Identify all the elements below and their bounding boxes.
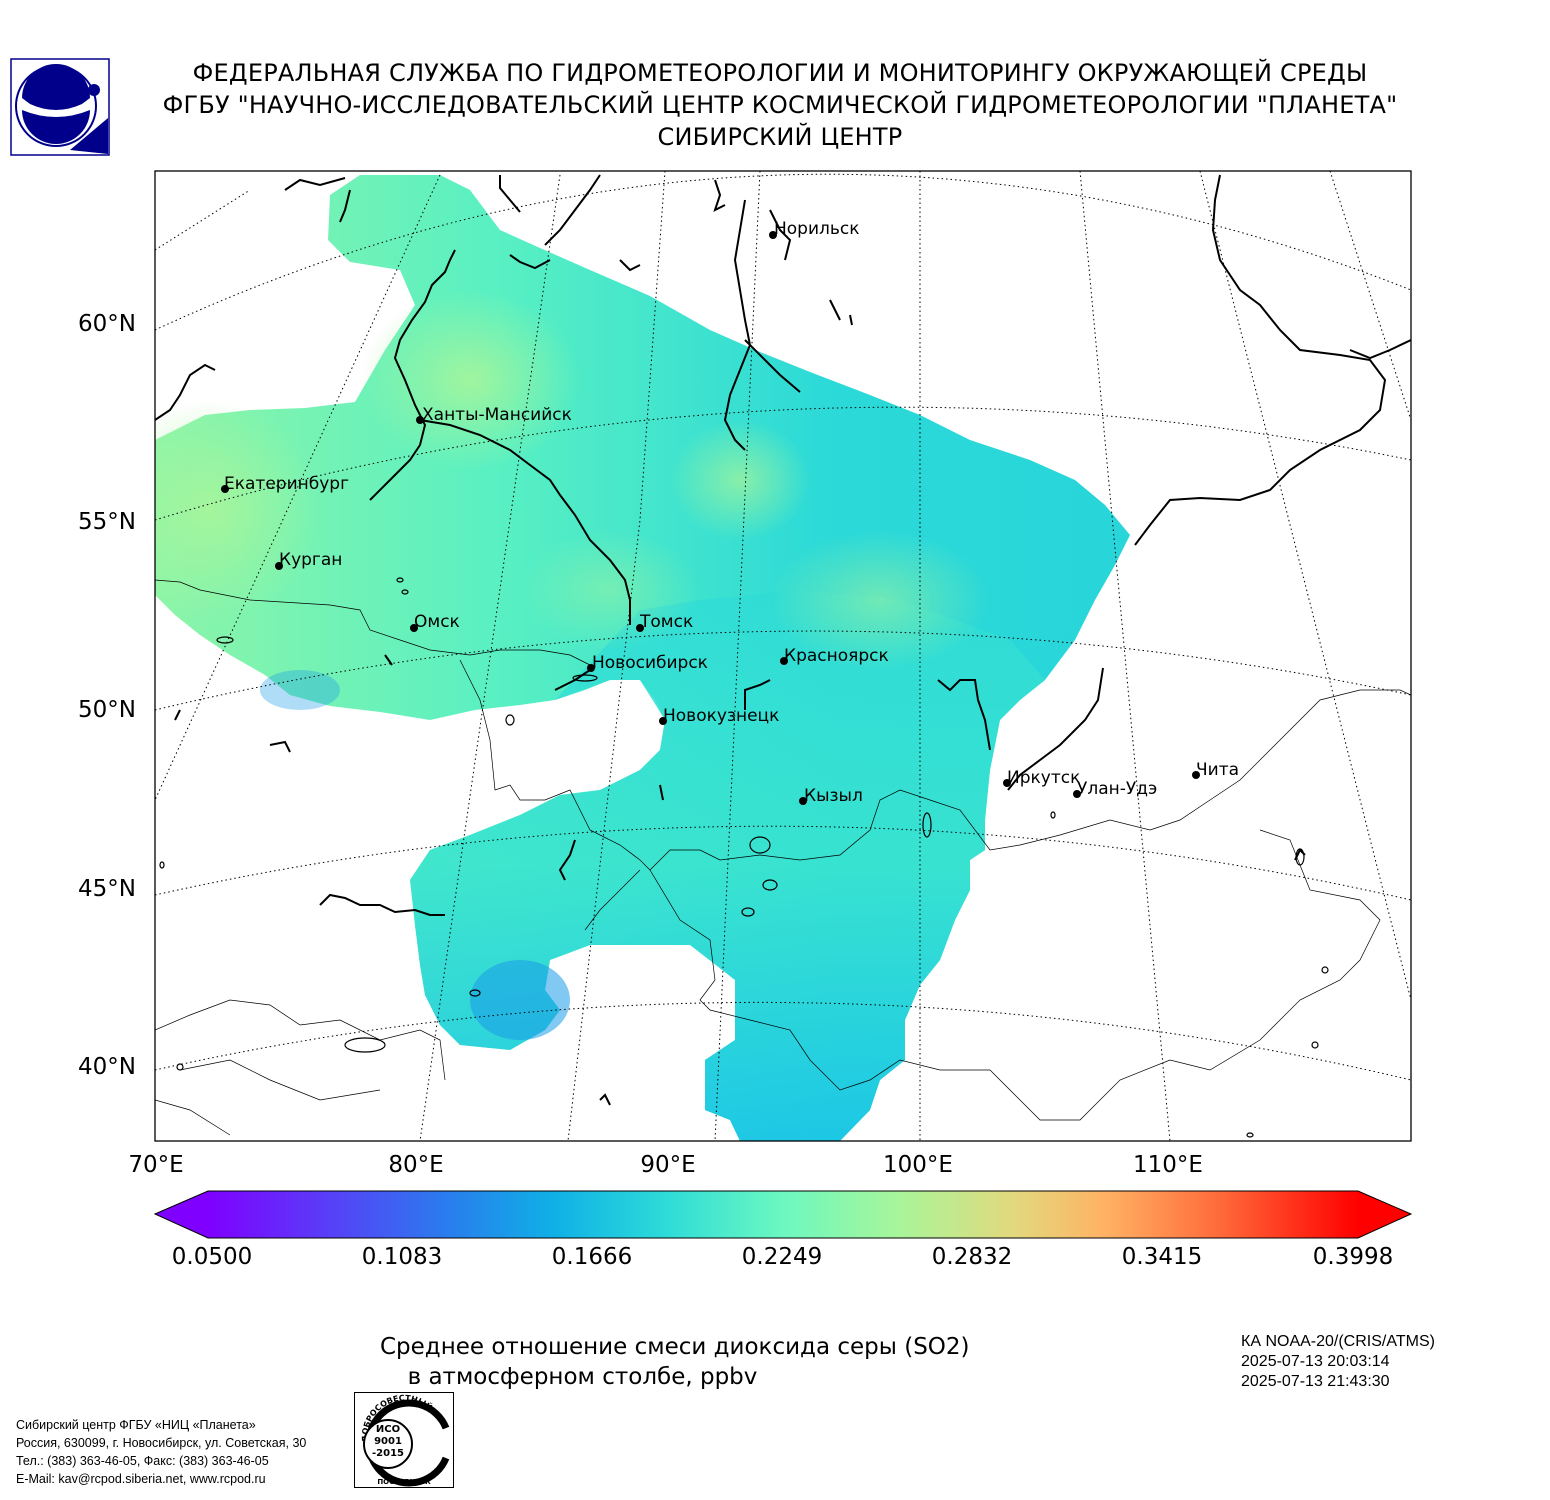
svg-text:Новосибирск: Новосибирск: [592, 653, 708, 673]
lat-label-55: 55°N: [78, 509, 136, 535]
city-novosibirsk: Новосибирск: [587, 653, 708, 673]
svg-text:Курган: Курган: [279, 550, 342, 570]
satellite-info: КА NOAA-20/(CRIS/ATMS) 2025-07-13 20:03:…: [1241, 1332, 1435, 1392]
satellite-name: КА NOAA-20/(CRIS/ATMS): [1241, 1333, 1435, 1350]
city-yekaterinburg: Екатеринбург: [221, 474, 349, 494]
satellite-time-start: 2025-07-13 20:03:14: [1241, 1353, 1390, 1370]
colorbar-tick-3: 0.2249: [741, 1244, 823, 1270]
city-ulan-ude: Улан-Удэ: [1073, 779, 1157, 799]
footer-contacts: Сибирский центр ФГБУ «НИЦ «Планета» Росс…: [16, 1416, 306, 1488]
city-novokuznetsk: Новокузнецк: [659, 706, 779, 726]
so2-field: [155, 175, 1130, 1141]
lon-label-100: 100°E: [883, 1152, 953, 1178]
footer-address: Россия, 630099, г. Новосибирск, ул. Сове…: [16, 1436, 307, 1450]
colorbar-outline: [153, 1190, 1413, 1239]
footer-email: E-Mail: kav@rcpod.siberia.net, www.rcpod…: [16, 1472, 266, 1486]
iso-text-1: ИСО: [376, 1424, 400, 1435]
lat-label-45: 45°N: [78, 876, 136, 902]
colorbar-tick-5: 0.3415: [1121, 1244, 1203, 1270]
svg-text:Екатеринбург: Екатеринбург: [224, 474, 349, 494]
colorbar: [153, 1190, 1413, 1239]
svg-text:Кызыл: Кызыл: [804, 786, 863, 806]
svg-text:Омск: Омск: [414, 612, 460, 632]
coastlines-rivers: [155, 174, 1411, 1106]
map-caption: Среднее отношение смеси диоксида серы (S…: [380, 1332, 970, 1392]
small-lakes: [159, 577, 1329, 1138]
svg-text:Чита: Чита: [1196, 760, 1239, 780]
lon-label-70: 70°E: [128, 1152, 184, 1178]
header-line-3: СИБИРСКИЙ ЦЕНТР: [657, 123, 903, 151]
svg-text:Ханты-Мансийск: Ханты-Мансийск: [422, 405, 572, 425]
city-markers: Норильск Ханты-Мансийск Екатеринбург Кур…: [221, 219, 1239, 806]
header-line-1: ФЕДЕРАЛЬНАЯ СЛУЖБА ПО ГИДРОМЕТЕОРОЛОГИИ …: [192, 59, 1368, 87]
iso-text-3: -2015: [372, 1448, 404, 1459]
colorbar-tick-2: 0.1666: [551, 1244, 633, 1270]
lon-label-80: 80°E: [388, 1152, 444, 1178]
page-header: ФЕДЕРАЛЬНАЯ СЛУЖБА ПО ГИДРОМЕТЕОРОЛОГИИ …: [120, 57, 1440, 153]
city-khanty-mansiysk: Ханты-Мансийск: [416, 405, 572, 425]
colorbar-tick-1: 0.1083: [361, 1244, 443, 1270]
caption-line-1: Среднее отношение смеси диоксида серы (S…: [380, 1334, 970, 1360]
iso-text-2: 9001: [374, 1436, 402, 1447]
svg-text:Иркутск: Иркутск: [1007, 768, 1080, 788]
svg-text:Улан-Удэ: Улан-Удэ: [1077, 779, 1157, 799]
colorbar-tick-0: 0.0500: [171, 1244, 253, 1270]
colorbar-gradient: [208, 1191, 1358, 1238]
graticule: [155, 171, 1411, 1141]
lat-label-60: 60°N: [78, 311, 136, 337]
colorbar-tick-6: 0.3998: [1312, 1244, 1394, 1270]
map-frame: [154, 170, 1412, 1142]
svg-text:Томск: Томск: [639, 612, 693, 632]
satellite-time-end: 2025-07-13 21:43:30: [1241, 1373, 1390, 1390]
city-irkutsk: Иркутск: [1003, 768, 1080, 788]
map-area: Норильск Ханты-Мансийск Екатеринбург Кур…: [155, 171, 1411, 1141]
footer-phone: Тел.: (383) 363-46-05, Факс: (383) 363-4…: [16, 1454, 269, 1468]
city-kurgan: Курган: [275, 550, 342, 570]
country-borders: [155, 579, 1411, 1136]
colorbar-min-extension: [155, 1191, 208, 1238]
lat-label-50: 50°N: [78, 697, 136, 723]
lon-label-110: 110°E: [1133, 1152, 1203, 1178]
caption-line-2: в атмосферном столбе, ppbv: [407, 1364, 758, 1390]
lon-label-90: 90°E: [640, 1152, 696, 1178]
city-chita: Чита: [1192, 760, 1239, 780]
city-kyzyl: Кызыл: [799, 786, 863, 806]
iso-certification-stamp: ДОБРОСОВЕСТНЫЙ ИСО 9001 -2015 ПОСТАВЩИК: [354, 1392, 454, 1488]
svg-text:Норильск: Норильск: [774, 219, 860, 239]
city-krasnoyarsk: Красноярск: [780, 646, 889, 666]
svg-text:Новокузнецк: Новокузнецк: [663, 706, 779, 726]
iso-bottom-text: ПОСТАВЩИК: [377, 1478, 431, 1486]
colorbar-tick-4: 0.2832: [931, 1244, 1013, 1270]
city-omsk: Омск: [410, 612, 460, 632]
header-line-2: ФГБУ "НАУЧНО-ИССЛЕДОВАТЕЛЬСКИЙ ЦЕНТР КОС…: [162, 91, 1398, 119]
svg-text:Красноярск: Красноярск: [784, 646, 889, 666]
planeta-emblem-icon: [10, 58, 110, 156]
city-tomsk: Томск: [636, 612, 693, 632]
city-norilsk: Норильск: [769, 219, 860, 239]
footer-org: Сибирский центр ФГБУ «НИЦ «Планета»: [16, 1418, 256, 1432]
colorbar-max-extension: [1358, 1191, 1411, 1238]
lat-label-40: 40°N: [78, 1054, 136, 1080]
